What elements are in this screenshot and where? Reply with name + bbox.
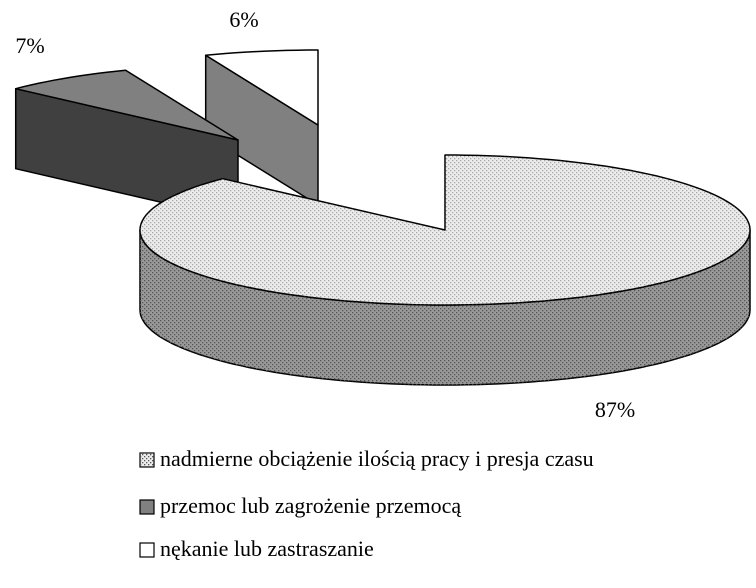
legend-label: nadmierne obciążenie ilością pracy i pre… (160, 446, 594, 471)
pie-slice (204, 49, 319, 206)
legend-swatch (139, 499, 155, 515)
pie-slice (139, 154, 751, 386)
legend-swatch (139, 542, 155, 558)
slice-top (204, 49, 319, 126)
slice-top (14, 69, 239, 141)
data-label: 6% (229, 7, 258, 32)
data-label: 7% (15, 33, 44, 58)
slice-side-texture (140, 230, 750, 385)
slice-top-texture (140, 155, 750, 305)
data-label: 87% (595, 397, 635, 422)
legend-label: nękanie lub zastraszanie (160, 536, 374, 561)
legend-swatch-texture (140, 453, 154, 467)
legend-label: przemoc lub zagrożenie przemocą (160, 493, 461, 518)
